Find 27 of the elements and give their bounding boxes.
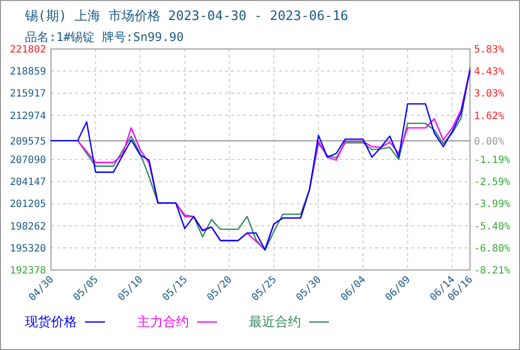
y-tick-label: 221802 [10,44,46,56]
y-tick-label: 195320 [10,243,46,254]
y2-tick-label: -6.80% [474,243,510,254]
y-tick-label: 215917 [10,88,46,100]
y-tick-label: 207090 [10,155,46,166]
legend-label: 主力合约 [137,314,189,330]
y-tick-label: 201205 [10,199,46,210]
y-tick-label: 212974 [10,110,46,122]
y2-tick-label: 3.03% [474,88,504,100]
y2-tick-label: -3.99% [474,199,510,210]
y-tick-label: 192378 [10,266,46,276]
chart-title: 锡(期) 上海 市场价格 2023-04-30 - 2023-06-16 [24,9,348,24]
chart-subtitle: 品名:1#锡锭 牌号:Sn99.90 [25,30,184,44]
y2-tick-label: -1.19% [474,155,510,166]
legend-label: 最近合约 [249,315,301,330]
y-tick-label: 198262 [10,221,46,232]
y2-tick-label: -5.40% [474,221,510,232]
y-tick-label: 218859 [10,66,46,78]
y2-tick-label: 4.43% [474,66,504,78]
legend-label: 现货价格 [25,315,77,330]
y2-tick-label: 0.00% [474,136,504,148]
y2-tick-label: -2.59% [474,177,510,188]
y-tick-label: 204147 [10,177,46,188]
y2-tick-label: -8.21% [474,266,510,276]
y2-tick-label: 5.83% [474,44,504,56]
y-tick-label: 209575 [10,136,46,148]
y2-tick-label: 1.62% [474,110,504,122]
